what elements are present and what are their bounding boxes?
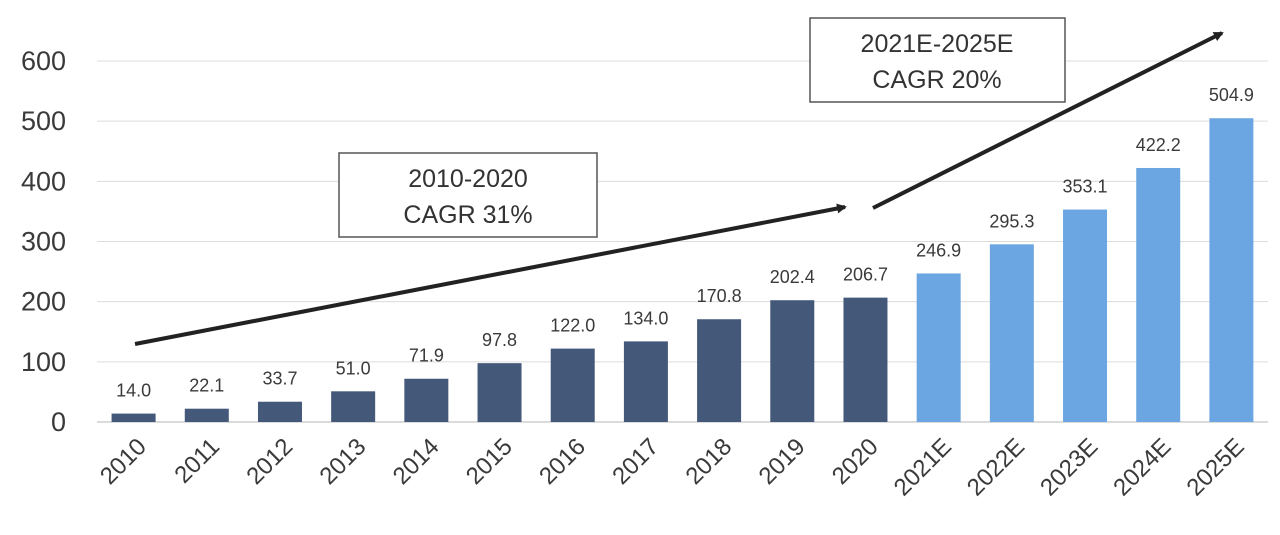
data-label-2011: 22.1 (189, 376, 224, 396)
cagr-annotation-2021e-2025e: 2021E-2025E CAGR 20% (809, 17, 1066, 103)
bar-2013 (331, 391, 376, 422)
data-label-2017: 134.0 (623, 308, 668, 328)
trend-arrow-2010-2020 (134, 203, 847, 346)
trend-arrow-2021e-2025e (872, 31, 1224, 210)
x-tick-label: 2010 (95, 433, 152, 490)
bar-2019 (770, 300, 815, 422)
bar-2011 (184, 408, 229, 422)
y-tick-label: 300 (21, 227, 66, 257)
bars (111, 118, 1254, 422)
x-tick-label: 2023E (1035, 433, 1103, 501)
x-tick-label: 2011 (169, 433, 225, 489)
x-tick-label: 2021E (889, 433, 957, 501)
data-label-2022e: 295.3 (989, 211, 1034, 231)
bar-2021e (916, 273, 961, 422)
x-tick-label: 2022E (962, 433, 1030, 501)
y-tick-label: 100 (21, 347, 66, 377)
data-label-2018: 170.8 (697, 286, 742, 306)
data-labels: 14.0 22.1 33.7 51.0 71.9 97.8 122.0 134.0 170.8 2… (116, 85, 1254, 400)
data-label-2013: 51.0 (336, 358, 371, 378)
y-tick-label: 0 (51, 407, 66, 437)
x-tick-label: 2016 (534, 433, 591, 490)
data-label-2023e: 353.1 (1063, 177, 1108, 197)
x-tick-label: 2018 (680, 433, 737, 490)
bar-2018 (697, 319, 742, 422)
y-tick-label: 600 (21, 46, 66, 76)
x-tick-label: 2024E (1108, 433, 1176, 501)
annotation-line1: 2010-2020 (408, 165, 528, 193)
y-tick-label: 400 (21, 166, 66, 196)
annotation-line2: CAGR 31% (403, 201, 532, 229)
x-tick-label: 2025E (1181, 433, 1249, 501)
bar-2022e (989, 244, 1034, 422)
x-tick-label: 2017 (607, 433, 664, 490)
data-label-2021e: 246.9 (916, 240, 961, 260)
bar-2025e (1209, 118, 1254, 422)
y-tick-label: 200 (21, 287, 66, 317)
bar-2017 (623, 341, 668, 422)
x-tick-label: 2014 (388, 433, 445, 490)
y-axis: 0 100 200 300 400 500 600 (21, 46, 66, 437)
data-label-2015: 97.8 (482, 330, 517, 350)
bar-2016 (550, 348, 595, 422)
x-tick-label: 2013 (315, 433, 372, 490)
y-tick-label: 500 (21, 106, 66, 136)
bar-2014 (404, 378, 449, 422)
x-axis: 2010 2011 2012 2013 2014 2015 2016 2017 2018 2019… (95, 433, 1250, 501)
bar-2015 (477, 363, 522, 422)
cagr-annotation-2010-2020: 2010-2020 CAGR 31% (338, 152, 598, 238)
x-tick-label: 2012 (241, 433, 298, 490)
bar-2020 (843, 297, 888, 422)
data-label-2014: 71.9 (409, 346, 444, 366)
data-label-2012: 33.7 (262, 369, 297, 389)
bar-2012 (257, 401, 302, 422)
data-label-2020: 206.7 (843, 265, 888, 285)
data-label-2010: 14.0 (116, 381, 151, 401)
x-tick-label: 2020 (827, 433, 884, 490)
data-label-2016: 122.0 (550, 316, 595, 336)
data-label-2019: 202.4 (770, 267, 815, 287)
bar-2010 (111, 413, 156, 422)
annotation-line2: CAGR 20% (872, 66, 1001, 94)
bar-2023e (1063, 209, 1108, 422)
bar-2024e (1136, 167, 1181, 422)
data-label-2025e: 504.9 (1209, 85, 1254, 105)
annotation-line1: 2021E-2025E (861, 30, 1014, 58)
data-label-2024e: 422.2 (1136, 135, 1181, 155)
x-tick-label: 2015 (461, 433, 518, 490)
x-tick-label: 2019 (754, 433, 811, 490)
